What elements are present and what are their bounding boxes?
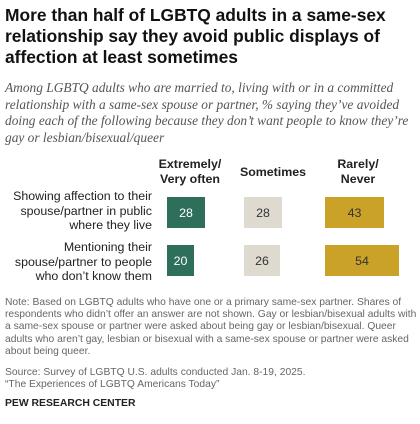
bar-value-label: 28 [179,205,193,220]
column-header-extremely-very-often: Extremely/ Very often [158,157,222,186]
bar-value-label: 54 [355,253,369,268]
chart-note: Note: Based on LGBTQ adults who have one… [5,297,417,357]
chart-title: More than half of LGBTQ adults in a same… [5,5,386,67]
chart-source: Source: Survey of LGBTQ U.S. adults cond… [5,367,306,378]
column-header-sometimes: Sometimes [239,165,307,179]
bar-extremely-very-often-row-2: 20 [167,245,194,276]
report-title: “The Experiences of LGBTQ Americans Toda… [5,379,220,390]
bar-value-label: 28 [256,205,270,220]
bar-rarely-never-row-1: 43 [325,197,384,228]
bar-value-label: 43 [347,205,362,220]
bar-rarely-never-row-2: 54 [325,245,399,276]
column-header-rarely-never: Rarely/ Never [337,157,379,186]
bar-value-label: 20 [173,253,188,268]
row-label-mentioning-partner: Mentioning their spouse/partner to peopl… [14,240,152,283]
bar-extremely-very-often-row-1: 28 [167,197,205,228]
bar-value-label: 26 [255,253,269,268]
organization-name: PEW RESEARCH CENTER [5,398,136,409]
bar-sometimes-row-1: 28 [244,197,282,228]
row-label-showing-affection: Showing affection to their spouse/partne… [13,189,152,232]
chart-subtitle: Among LGBTQ adults who are married to, l… [5,80,409,145]
bar-sometimes-row-2: 26 [244,245,280,276]
